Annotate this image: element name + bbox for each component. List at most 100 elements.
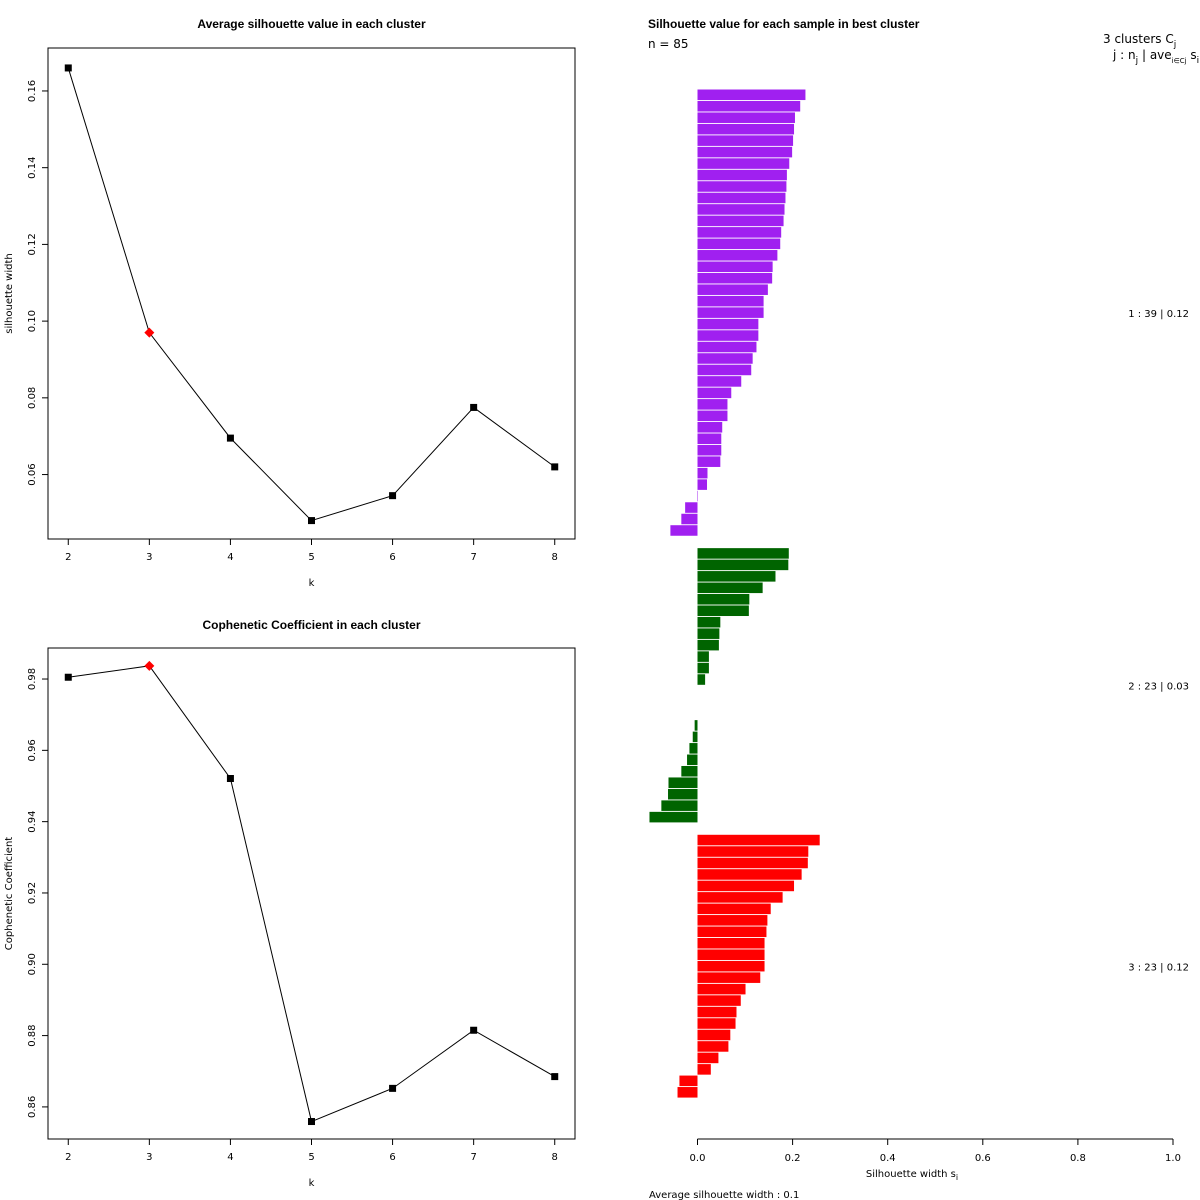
average-silhouette-footer: Average silhouette width : 0.1: [649, 1190, 799, 1200]
cluster-1-bars: [670, 89, 806, 536]
silhouette-bar: [681, 513, 698, 525]
silhouette-bar: [697, 410, 728, 422]
silhouette-bar: [668, 788, 698, 800]
data-point: [389, 1084, 397, 1092]
data-point: [64, 64, 72, 72]
silhouette-bar: [697, 605, 749, 617]
silhouette-bar: [697, 892, 783, 903]
x-tick-label: 7: [470, 552, 476, 563]
silhouette-bar: [697, 204, 785, 215]
x-axis-label: Silhouette width si: [866, 1169, 958, 1182]
y-tick-label: 0.08: [27, 387, 38, 409]
silhouette-bar: [697, 444, 722, 456]
silhouette-bar: [697, 1029, 731, 1041]
x-tick-label: 3: [146, 1152, 152, 1163]
silhouette-bar: [697, 983, 746, 995]
data-point-best: [144, 660, 155, 671]
chart-title: Cophenetic Coefficient in each cluster: [202, 618, 420, 632]
x-axis-label-text: Silhouette width s: [866, 1169, 956, 1180]
silhouette-bar: [697, 651, 709, 662]
silhouette-bar: [697, 995, 741, 1006]
x-tick-label: 0.6: [975, 1153, 991, 1164]
silhouette-bar: [697, 594, 750, 605]
y-tick-label: 0.88: [27, 1024, 38, 1046]
silhouette-bar: [697, 1006, 737, 1018]
silhouette-bar: [697, 181, 787, 192]
data-point: [64, 673, 72, 681]
chart-title: Average silhouette value in each cluster: [197, 17, 426, 31]
silhouette-bar: [697, 227, 782, 238]
silhouette-bar: [697, 261, 773, 273]
data-point: [551, 1073, 559, 1081]
silhouette-bar: [697, 880, 795, 892]
silhouette-bar: [668, 777, 698, 789]
silhouette-bar: [689, 743, 698, 754]
silhouette-bar: [687, 754, 698, 766]
silhouette-bar: [697, 548, 789, 559]
x-tick-label: 3: [146, 552, 152, 563]
y-tick-label: 0.90: [27, 953, 38, 975]
x-axis-label: k: [309, 578, 315, 589]
cluster-3-bars: [677, 834, 820, 1098]
silhouette-bar: [697, 330, 759, 341]
silhouette-bar: [697, 422, 723, 433]
silhouette-bar: [697, 272, 773, 284]
x-tick-label: 1.0: [1165, 1153, 1181, 1164]
silhouette-bar: [679, 1075, 698, 1087]
data-point: [308, 1118, 315, 1126]
sample-count: n = 85: [648, 37, 689, 51]
silhouette-bar: [697, 123, 795, 135]
silhouette-bar: [697, 571, 776, 582]
silhouette-bar: [697, 284, 768, 295]
y-axis-label: silhouette width: [4, 253, 15, 333]
silhouette-bar: [685, 502, 698, 513]
silhouette-bar: [697, 387, 732, 399]
x-tick-label: 2: [65, 1152, 71, 1163]
series-line: [68, 665, 555, 1123]
silhouette-bar: [697, 479, 708, 490]
silhouette-bar: [697, 135, 794, 146]
x-tick-label: 2: [65, 552, 71, 563]
data-point: [470, 1026, 478, 1034]
silhouette-panel: Silhouette value for each sample in best…: [648, 17, 1199, 1200]
y-tick-label: 0.10: [27, 310, 38, 332]
x-tick-label: 8: [552, 552, 558, 563]
x-tick-label: 5: [308, 1152, 314, 1163]
x-tick-label: 4: [227, 552, 233, 563]
silhouette-bar: [697, 89, 806, 101]
y-tick-label: 0.94: [27, 811, 38, 833]
x-tick-label: 0.2: [785, 1153, 801, 1164]
silhouette-bar: [697, 926, 767, 938]
x-tick-label: 0.4: [880, 1153, 896, 1164]
silhouette-bar: [681, 765, 698, 777]
y-tick-label: 0.98: [27, 668, 38, 690]
silhouette-bar: [697, 146, 793, 158]
silhouette-bar: [697, 399, 728, 410]
silhouette-bar: [697, 364, 752, 376]
silhouette-bar: [697, 467, 708, 479]
chart-title: Silhouette value for each sample in best…: [648, 17, 920, 31]
silhouette-bar: [697, 616, 721, 628]
silhouette-bar: [677, 1087, 698, 1098]
silhouette-bar: [697, 433, 722, 445]
silhouette-bar: [697, 169, 787, 181]
x-tick-label: 4: [227, 1152, 233, 1163]
legend-header-rest-sub: i∈Cj: [1172, 57, 1187, 65]
y-tick-label: 0.96: [27, 739, 38, 761]
legend-header-text: j : n: [1112, 48, 1136, 62]
cluster-1-label: 1 : 39 | 0.12: [1128, 309, 1189, 320]
data-point: [308, 517, 315, 525]
line-panel-cophenetic: Cophenetic Coefficient in each cluster 2 3…: [4, 618, 576, 1189]
silhouette-bar: [649, 811, 698, 823]
cluster-2-bars: [649, 548, 789, 823]
series-line: [67, 67, 556, 522]
silhouette-bar: [697, 674, 706, 685]
silhouette-bar: [697, 295, 764, 307]
legend-header-tail-sub: i: [1197, 56, 1200, 66]
x-axis-label-sub: i: [956, 1173, 958, 1182]
x-tick-label: 8: [552, 1152, 558, 1163]
silhouette-bar: [697, 1018, 736, 1029]
legend-header-tail: s: [1187, 48, 1197, 62]
line-panel-avg-silhouette: Average silhouette value in each cluster…: [4, 17, 576, 589]
legend-header: j : nj | avei∈Cj si: [1112, 48, 1199, 66]
